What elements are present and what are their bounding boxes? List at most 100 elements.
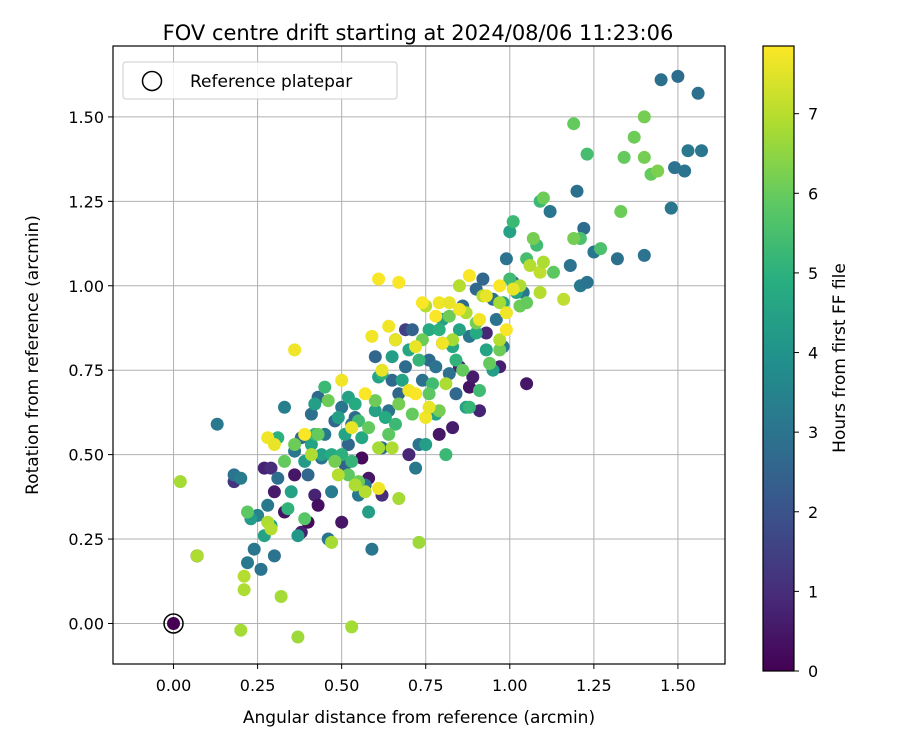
- data-point: [389, 417, 402, 431]
- legend-reference-marker: [141, 70, 163, 92]
- data-point: [462, 380, 476, 394]
- data-point: [526, 232, 540, 245]
- data-point: [345, 421, 359, 435]
- colorbar-tick-label: 4: [808, 344, 818, 363]
- data-point: [489, 313, 503, 326]
- data-point: [422, 323, 436, 337]
- x-tick-label: 0.25: [240, 676, 276, 695]
- data-point: [462, 269, 476, 283]
- data-point: [449, 387, 463, 401]
- data-point: [442, 309, 456, 323]
- data-point: [483, 356, 497, 370]
- colorbar-tick-label: 7: [808, 105, 818, 124]
- data-point: [614, 205, 628, 218]
- data-point: [419, 438, 433, 451]
- data-point: [533, 286, 547, 299]
- data-point: [392, 387, 406, 401]
- data-point: [331, 468, 345, 482]
- data-point: [473, 404, 486, 418]
- data-point: [493, 279, 507, 293]
- data-point: [695, 144, 708, 158]
- data-point: [365, 542, 379, 556]
- data-point: [442, 296, 456, 310]
- data-point: [345, 620, 359, 634]
- data-point: [375, 363, 389, 377]
- data-point: [264, 461, 278, 475]
- data-point: [520, 377, 534, 391]
- colorbar-tick-label: 3: [808, 423, 818, 442]
- colorbar-tick-label: 0: [808, 662, 818, 681]
- data-point: [452, 279, 466, 293]
- data-point: [311, 498, 325, 512]
- data-point: [167, 617, 180, 630]
- data-point: [520, 296, 534, 310]
- data-point: [372, 441, 386, 455]
- data-point: [637, 110, 651, 124]
- data-point: [271, 471, 285, 485]
- data-point: [365, 329, 379, 343]
- data-point: [308, 397, 322, 411]
- data-point: [671, 69, 685, 83]
- data-point: [241, 505, 254, 519]
- x-tick-label: 1.50: [660, 676, 696, 695]
- data-point: [577, 221, 591, 235]
- data-point: [254, 562, 268, 576]
- data-point: [419, 411, 433, 424]
- data-point: [190, 549, 204, 563]
- data-point: [617, 150, 631, 164]
- data-points: [167, 69, 708, 644]
- data-point: [298, 427, 312, 441]
- data-point: [668, 161, 682, 175]
- data-point: [368, 404, 382, 418]
- data-point: [368, 394, 382, 408]
- data-point: [493, 333, 507, 347]
- data-point: [446, 333, 460, 347]
- y-axis-ticks: 0.00 0.25 0.50 0.75 1.00 1.25 1.50: [68, 108, 113, 633]
- data-point: [341, 468, 355, 482]
- data-point: [335, 400, 349, 414]
- data-point: [325, 485, 339, 499]
- data-point: [409, 461, 423, 475]
- data-point: [533, 265, 547, 279]
- data-point: [368, 350, 382, 364]
- data-point: [627, 130, 641, 144]
- data-point: [301, 468, 315, 482]
- data-point: [311, 427, 325, 441]
- y-tick-label: 0.50: [68, 446, 104, 465]
- data-point: [536, 191, 550, 205]
- x-axis-label: Angular distance from reference (arcmin): [243, 708, 595, 728]
- data-point: [335, 373, 349, 387]
- data-point: [284, 485, 298, 499]
- colorbar: 0 1 2 3 4 5 6 7 Hours from first FF file: [762, 45, 850, 681]
- data-point: [452, 323, 466, 337]
- data-point: [479, 343, 493, 357]
- data-point: [436, 336, 449, 350]
- data-point: [651, 164, 665, 178]
- data-point: [341, 438, 355, 451]
- data-point: [291, 630, 305, 644]
- data-point: [409, 340, 423, 354]
- data-point: [429, 360, 443, 374]
- data-point: [372, 481, 386, 495]
- data-point: [385, 350, 399, 364]
- colorbar-tick-label: 6: [808, 184, 818, 203]
- data-point: [389, 333, 402, 347]
- data-point: [567, 232, 581, 245]
- data-point: [499, 252, 513, 266]
- data-point: [452, 302, 466, 316]
- x-tick-label: 1.00: [492, 676, 528, 695]
- data-point: [288, 468, 302, 482]
- data-point: [278, 400, 291, 414]
- data-point: [405, 407, 419, 421]
- data-point: [385, 441, 399, 455]
- data-point: [278, 454, 291, 468]
- data-point: [267, 438, 281, 451]
- data-point: [210, 417, 224, 431]
- data-point: [456, 363, 470, 377]
- colorbar-tick-label: 5: [808, 264, 818, 283]
- data-point: [506, 282, 520, 296]
- legend: Reference platepar: [122, 61, 398, 100]
- data-point: [348, 397, 362, 411]
- data-point: [503, 272, 517, 286]
